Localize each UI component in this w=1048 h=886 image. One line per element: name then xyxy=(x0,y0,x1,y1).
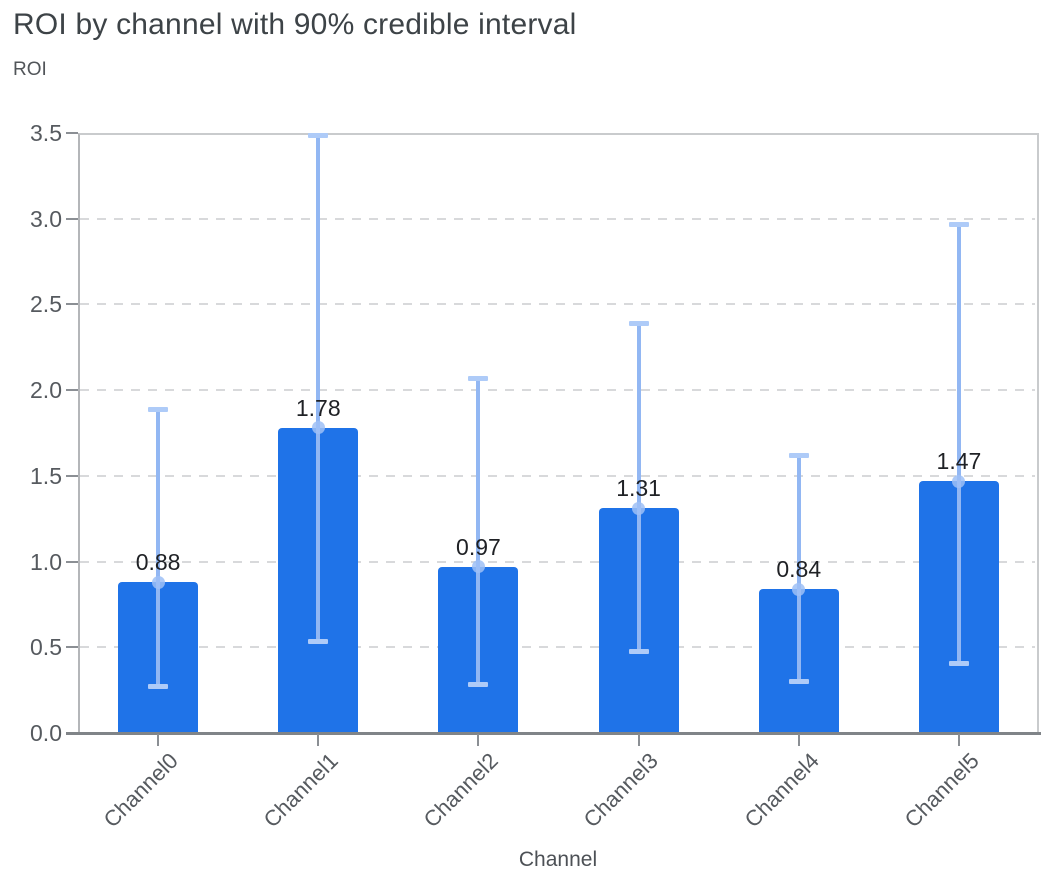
error-bar-cap-top xyxy=(628,321,649,327)
bar-value-label: 0.84 xyxy=(776,556,822,582)
y-tick-mark xyxy=(66,389,78,392)
error-bar-cap-bottom xyxy=(468,682,489,687)
error-bar-cap-bottom xyxy=(148,683,169,689)
x-category-label-channel1: Channel1 xyxy=(258,748,343,833)
bar-value-label: 1.78 xyxy=(295,394,341,421)
bar-value-label: 0.97 xyxy=(456,533,501,560)
x-tick-mark xyxy=(477,734,480,746)
error-bar-cap-bottom xyxy=(948,661,969,667)
y-gridline xyxy=(80,389,1035,392)
y-tick-label: 0.0 xyxy=(30,720,62,746)
x-category-label-channel4: Channel4 xyxy=(739,748,824,833)
error-bar-cap-top xyxy=(308,132,329,138)
y-tick-label: 1.0 xyxy=(30,548,62,575)
error-bar-line xyxy=(796,455,801,682)
y-gridline xyxy=(80,303,1035,306)
y-tick-label: 3.0 xyxy=(30,205,62,232)
y-tick-mark xyxy=(66,303,78,306)
x-tick-mark xyxy=(637,734,640,746)
y-gridline xyxy=(80,474,1035,477)
error-bar-cap-bottom xyxy=(788,678,809,684)
y-axis-title: ROI xyxy=(13,59,47,80)
x-category-label-channel5: Channel5 xyxy=(899,748,984,833)
mean-marker xyxy=(471,560,485,574)
mean-marker xyxy=(952,474,966,488)
error-bar-cap-top xyxy=(948,221,969,227)
error-bar-line xyxy=(956,223,961,665)
error-bar-line xyxy=(476,378,481,685)
y-tick-mark xyxy=(66,646,78,649)
plot-area xyxy=(78,133,1039,733)
y-gridline xyxy=(80,646,1035,649)
x-tick-mark xyxy=(157,734,160,746)
bar-value-label: 1.47 xyxy=(936,448,982,474)
y-tick-mark xyxy=(66,474,78,477)
mean-marker xyxy=(792,582,806,596)
x-axis-title: Channel xyxy=(518,848,598,871)
y-tick-label: 3.5 xyxy=(30,120,62,146)
x-tick-mark xyxy=(317,734,320,746)
error-bar-line xyxy=(636,323,641,653)
y-tick-label: 2.5 xyxy=(30,291,62,318)
y-gridline xyxy=(80,217,1035,220)
x-category-label-channel2: Channel2 xyxy=(418,748,504,833)
x-category-label-channel0: Channel0 xyxy=(98,748,183,833)
error-bar-line xyxy=(156,409,161,687)
bar-value-label: 1.31 xyxy=(616,475,661,502)
error-bar-cap-bottom xyxy=(628,649,649,655)
y-gridline xyxy=(80,560,1035,563)
x-axis-line xyxy=(66,732,1041,735)
mean-marker xyxy=(151,575,165,589)
y-tick-mark xyxy=(66,560,78,563)
x-tick-mark xyxy=(957,734,960,746)
y-tick-label: 0.5 xyxy=(30,634,62,661)
error-bar-cap-top xyxy=(788,453,809,459)
error-bar-line xyxy=(316,134,321,643)
y-tick-label: 1.5 xyxy=(30,462,62,489)
x-tick-mark xyxy=(797,734,800,746)
x-category-label-channel3: Channel3 xyxy=(578,748,664,833)
error-bar-cap-top xyxy=(148,407,169,412)
chart-title: ROI by channel with 90% credible interva… xyxy=(13,8,577,41)
mean-marker xyxy=(632,501,646,515)
y-tick-mark xyxy=(66,132,78,134)
error-bar-cap-top xyxy=(468,376,489,382)
y-tick-mark xyxy=(66,217,78,220)
bar-value-label: 0.88 xyxy=(135,549,181,576)
y-tick-label: 2.0 xyxy=(30,377,62,404)
mean-marker xyxy=(311,421,325,435)
error-bar-cap-bottom xyxy=(308,639,329,645)
